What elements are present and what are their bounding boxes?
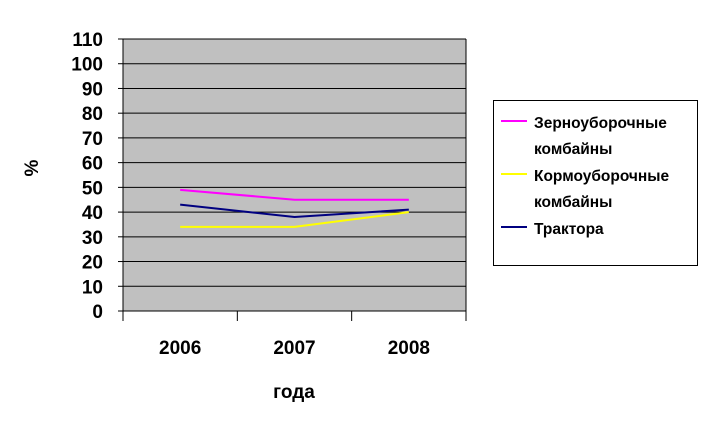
axes <box>122 39 467 321</box>
legend-swatch-forage-harvesters <box>501 173 527 175</box>
series-line-3 <box>180 203 409 219</box>
y-tick-label: 10 <box>82 277 103 298</box>
legend-swatch-tractors <box>501 226 527 228</box>
x-axis-tick-labels: 2006 2007 2008 <box>159 338 430 359</box>
x-tick-label: 2007 <box>273 338 315 359</box>
y-tick-label: 110 <box>72 30 103 51</box>
y-tick-label: 40 <box>82 203 103 224</box>
legend-label-grain-harvesters: Зерноуборочные комбайны <box>534 115 667 158</box>
y-tick-label: 90 <box>82 79 103 100</box>
y-tick-label: 80 <box>82 104 103 125</box>
y-axis-tick-labels: 0 10 20 30 40 50 60 70 80 90 100 110 <box>71 30 103 323</box>
series-lines <box>180 188 409 228</box>
y-tick-label: 60 <box>82 154 103 175</box>
y-tick-label: 100 <box>71 55 103 76</box>
legend-label-forage-harvesters: Кормоуборочные комбайны <box>534 168 670 211</box>
x-tick-label: 2006 <box>159 338 201 359</box>
legend-swatch-grain-harvesters <box>501 120 527 122</box>
x-axis-title: года <box>273 382 315 403</box>
y-tick-label: 0 <box>92 302 103 323</box>
series-line-1 <box>180 188 409 201</box>
series-line-2 <box>180 211 409 228</box>
y-axis-title: % <box>22 159 43 176</box>
y-tick-label: 20 <box>82 253 103 274</box>
legend-label-tractors: Трактора <box>534 221 604 238</box>
y-tick-label: 30 <box>82 228 103 249</box>
x-tick-label: 2008 <box>388 338 430 359</box>
y-tick-label: 50 <box>82 178 103 199</box>
plot-area <box>123 39 466 311</box>
gridlines <box>118 38 466 312</box>
legend: Зерноуборочные комбайны Кормоуборочные к… <box>493 100 698 266</box>
y-tick-label: 70 <box>82 129 103 150</box>
